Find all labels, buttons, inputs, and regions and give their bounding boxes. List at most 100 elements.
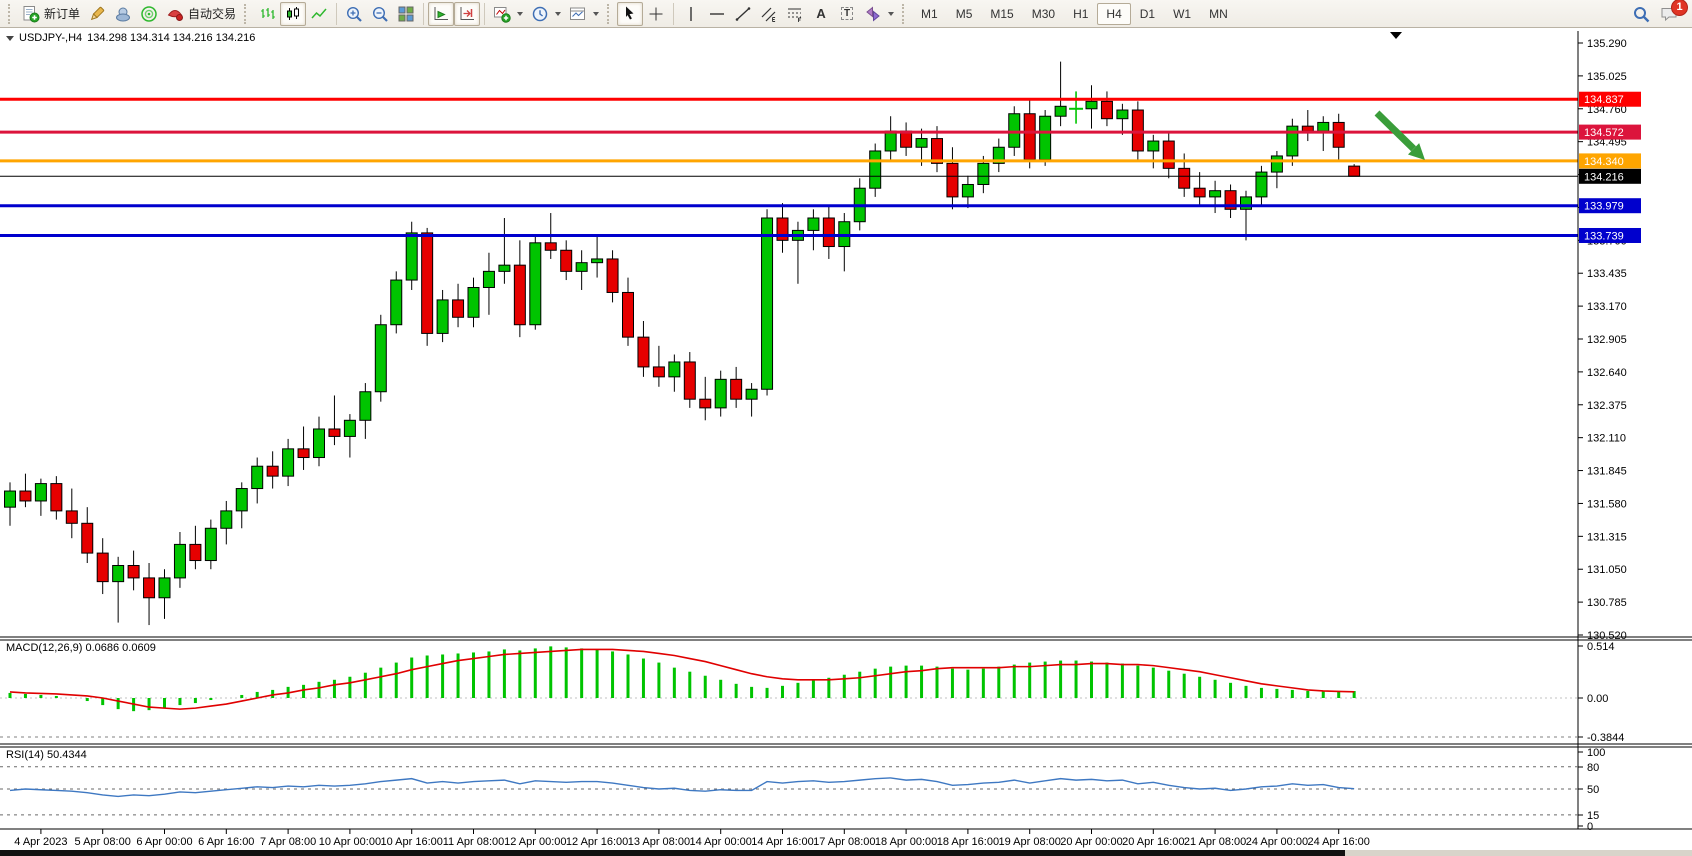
styler-button[interactable] [84,2,110,26]
bear-candle [19,490,32,502]
price-tick-label: 133.435 [1587,268,1627,280]
annotation-arrow[interactable] [1374,110,1417,152]
time-label: 13 Apr 08:00 [628,836,690,848]
bear-candle [1023,113,1036,161]
bull-candle [4,490,16,508]
toolbar-grip[interactable] [902,3,908,24]
bull-candle [1255,171,1268,198]
bull-candle [1209,190,1222,198]
toolbar-grip[interactable] [8,3,14,24]
trendline-button[interactable] [730,2,756,26]
time-label: 18 Apr 16:00 [937,836,999,848]
notifications-button[interactable]: 1 [1660,0,1688,23]
timeframe-mn[interactable]: MN [1200,3,1237,25]
text-button[interactable]: A [808,2,834,26]
time-label: 12 Apr 00:00 [504,836,566,848]
text-label-icon: T [840,7,854,20]
collapse-icon[interactable] [6,35,14,41]
bull-candle [34,483,47,502]
price-tick-label: 135.290 [1587,38,1627,50]
chart-title: USDJPY-,H4 134.298 134.314 134.216 134.2… [6,32,255,44]
time-label: 14 Apr 16:00 [751,836,813,848]
timeframe-d1[interactable]: D1 [1131,3,1164,25]
price-tick-label: 131.580 [1587,498,1627,510]
bear-candle [189,543,202,562]
new-order-button[interactable]: 新订单 [18,2,84,26]
price-level-badge-label: 134.340 [1584,156,1624,168]
autotrading-icon [166,5,184,23]
autotrading-label: 自动交易 [188,7,237,21]
time-label: 14 Apr 00:00 [690,836,752,848]
arrows-button[interactable] [860,2,898,26]
timeframe-m5[interactable]: M5 [947,3,982,25]
bear-candle [65,510,78,524]
templates-button[interactable] [565,2,603,26]
tile-windows-button[interactable] [393,2,419,26]
timeframe-w1[interactable]: W1 [1164,3,1200,25]
zoom-out-button[interactable] [367,2,393,26]
bull-candle [1286,125,1299,157]
periods-button[interactable] [527,2,565,26]
trendline-icon [734,5,752,23]
candlestick-chart-button[interactable] [280,1,307,26]
timeframe-h4[interactable]: H4 [1097,2,1131,25]
bull-candle [498,264,511,272]
price-tick-label: 131.315 [1587,531,1627,543]
timeframe-m1[interactable]: M1 [912,3,947,25]
bear-candle [776,217,789,241]
text-label-button[interactable]: T [834,2,860,26]
chart-shift-button[interactable] [454,1,481,26]
cursor-icon [621,5,639,23]
zoom-in-button[interactable] [341,2,367,26]
scrollbar-thumb[interactable] [0,850,1345,856]
symbol-period-label: USDJPY-,H4 [19,32,83,44]
chart-canvas[interactable]: 135.290135.025134.760134.495134.230133.9… [0,28,1692,850]
time-label: 11 Apr 08:00 [443,836,505,848]
indicators-button[interactable] [489,2,527,26]
bull-candle [1008,113,1021,148]
bear-candle [1131,109,1144,152]
auto-scroll-button[interactable] [428,1,455,26]
fibonacci-button[interactable] [782,2,808,26]
toolbar-grip[interactable] [244,3,250,24]
horizontal-line-button[interactable] [704,2,730,26]
search-icon[interactable] [1632,5,1650,23]
bear-candle [421,232,434,334]
profiles-button[interactable] [110,2,136,26]
bull-candle [668,361,681,378]
bear-candle [560,249,573,272]
time-label: 24 Apr 00:00 [1246,836,1308,848]
bull-candle [204,527,217,562]
timeframe-m15[interactable]: M15 [981,3,1022,25]
price-level-badge-label: 134.572 [1584,127,1624,139]
zoom-in-icon [345,5,363,23]
horizontal-scrollbar[interactable] [0,850,1692,856]
autotrading-button[interactable]: 自动交易 [162,2,240,26]
timeframe-m30[interactable]: M30 [1023,3,1064,25]
signals-button[interactable] [136,2,162,26]
toolbar-separator [336,2,338,25]
line-chart-button[interactable] [306,2,332,26]
bear-candle [683,361,696,400]
crosshair-button[interactable] [643,2,669,26]
chart-shift-marker[interactable] [1390,32,1402,39]
bull-candle [390,279,403,326]
vertical-line-button[interactable] [678,2,704,26]
equidistant-channel-button[interactable] [756,2,782,26]
rsi-scale-label: 100 [1587,747,1605,759]
toolbar-grip[interactable] [607,3,613,24]
vertical-line-icon [682,5,700,23]
notification-badge: 1 [1671,0,1688,16]
toolbar: 新订单 自动交易 [0,0,1692,28]
time-label: 10 Apr 00:00 [319,836,381,848]
bull-candle [745,388,758,400]
bear-candle [1332,121,1345,148]
bull-candle [1054,105,1067,117]
bear-candle [652,366,665,378]
cursor-button[interactable] [617,1,644,26]
bar-chart-button[interactable] [254,2,280,26]
timeframe-h1[interactable]: H1 [1064,3,1097,25]
time-label: 7 Apr 08:00 [260,836,316,848]
time-label: 24 Apr 16:00 [1308,836,1370,848]
bull-candle [977,162,990,185]
